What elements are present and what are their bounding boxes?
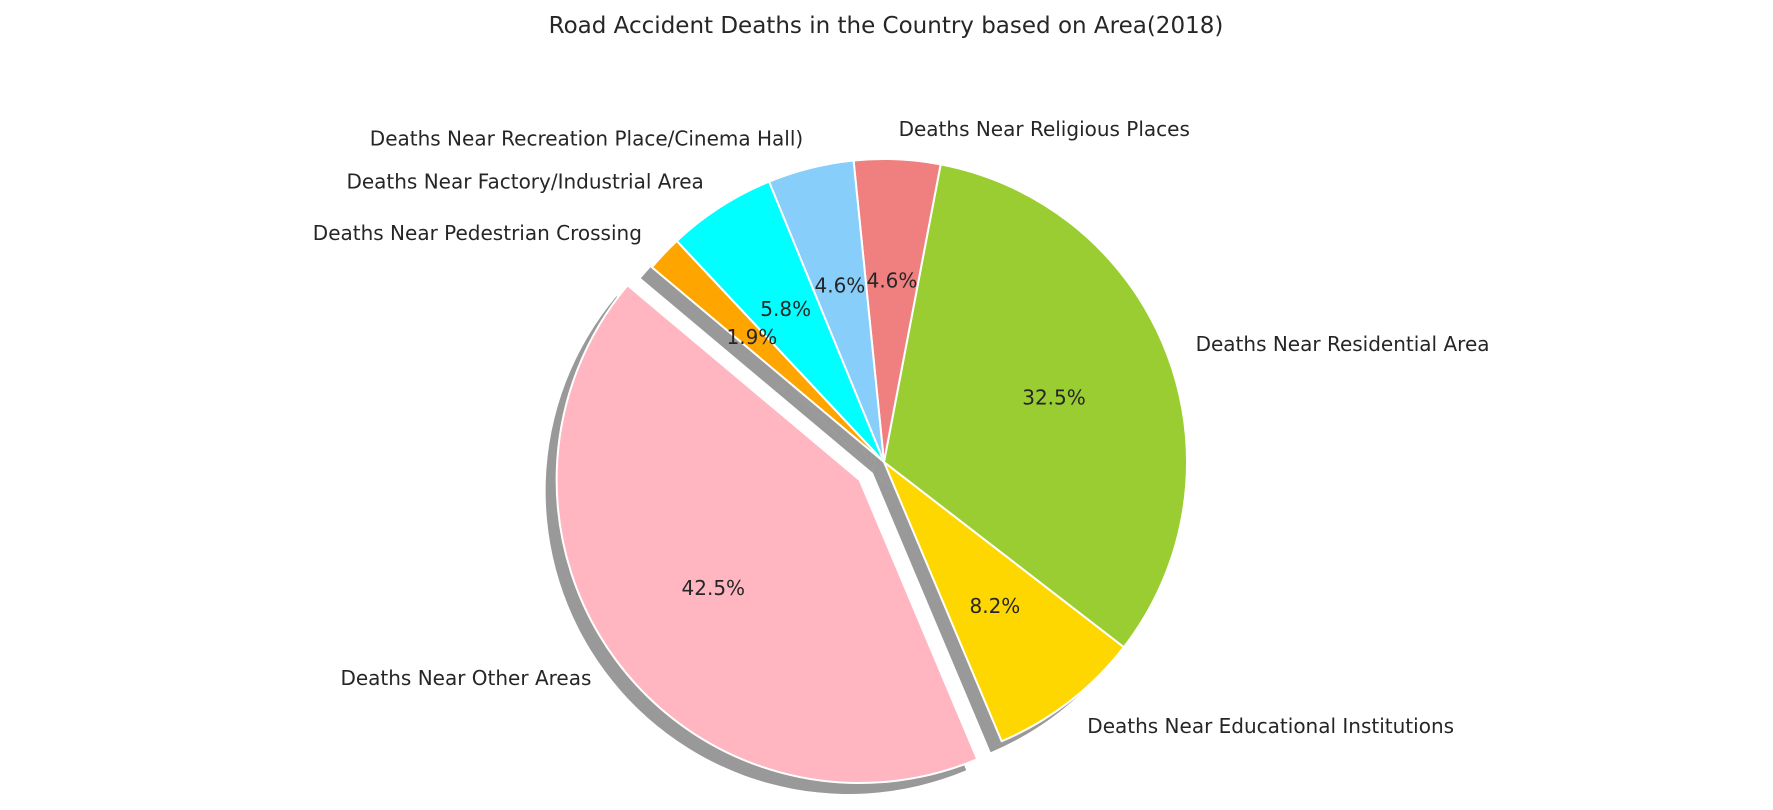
pie-slice-layer — [555, 158, 1188, 784]
slice-label-deaths-near-residential-area: Deaths Near Residential Area — [1196, 332, 1490, 356]
pie-label-layer: Deaths Near Other Areas 42.5% Deaths Near … — [313, 117, 1490, 738]
percent-label-deaths-near-pedestrian-crossing: 1.9% — [726, 325, 777, 349]
slice-label-deaths-near-factory-industrial-area: Deaths Near Factory/Industrial Area — [346, 170, 703, 194]
percent-label-deaths-near-residential-area: 32.5% — [1022, 386, 1086, 410]
chart-title: Road Accident Deaths in the Country base… — [549, 13, 1224, 39]
percent-label-deaths-near-educational-institutions: 8.2% — [969, 594, 1020, 618]
pie-slice-deaths-near-residential-area[interactable] — [883, 163, 1188, 649]
pie-slice-deaths-near-educational-institutions[interactable] — [883, 461, 1125, 743]
percent-label-deaths-near-factory-industrial-area: 5.8% — [760, 297, 811, 321]
percent-label-deaths-near-other-areas: 42.5% — [682, 576, 746, 600]
percent-label-deaths-near-recreation-place-cinema-hall: 4.6% — [814, 274, 865, 298]
pie-slice-deaths-near-pedestrian-crossing[interactable] — [650, 240, 885, 463]
slice-label-deaths-near-pedestrian-crossing: Deaths Near Pedestrian Crossing — [313, 221, 642, 245]
slice-label-deaths-near-religious-places: Deaths Near Religious Places — [899, 117, 1190, 141]
percent-label-deaths-near-religious-places: 4.6% — [867, 268, 918, 292]
slice-label-deaths-near-educational-institutions: Deaths Near Educational Institutions — [1087, 714, 1454, 738]
slice-label-deaths-near-other-areas: Deaths Near Other Areas — [340, 666, 591, 690]
slice-label-deaths-near-recreation-place-cinema-hall: Deaths Near Recreation Place/Cinema Hall… — [370, 127, 803, 151]
pie-slice-deaths-near-other-areas[interactable] — [555, 284, 979, 784]
